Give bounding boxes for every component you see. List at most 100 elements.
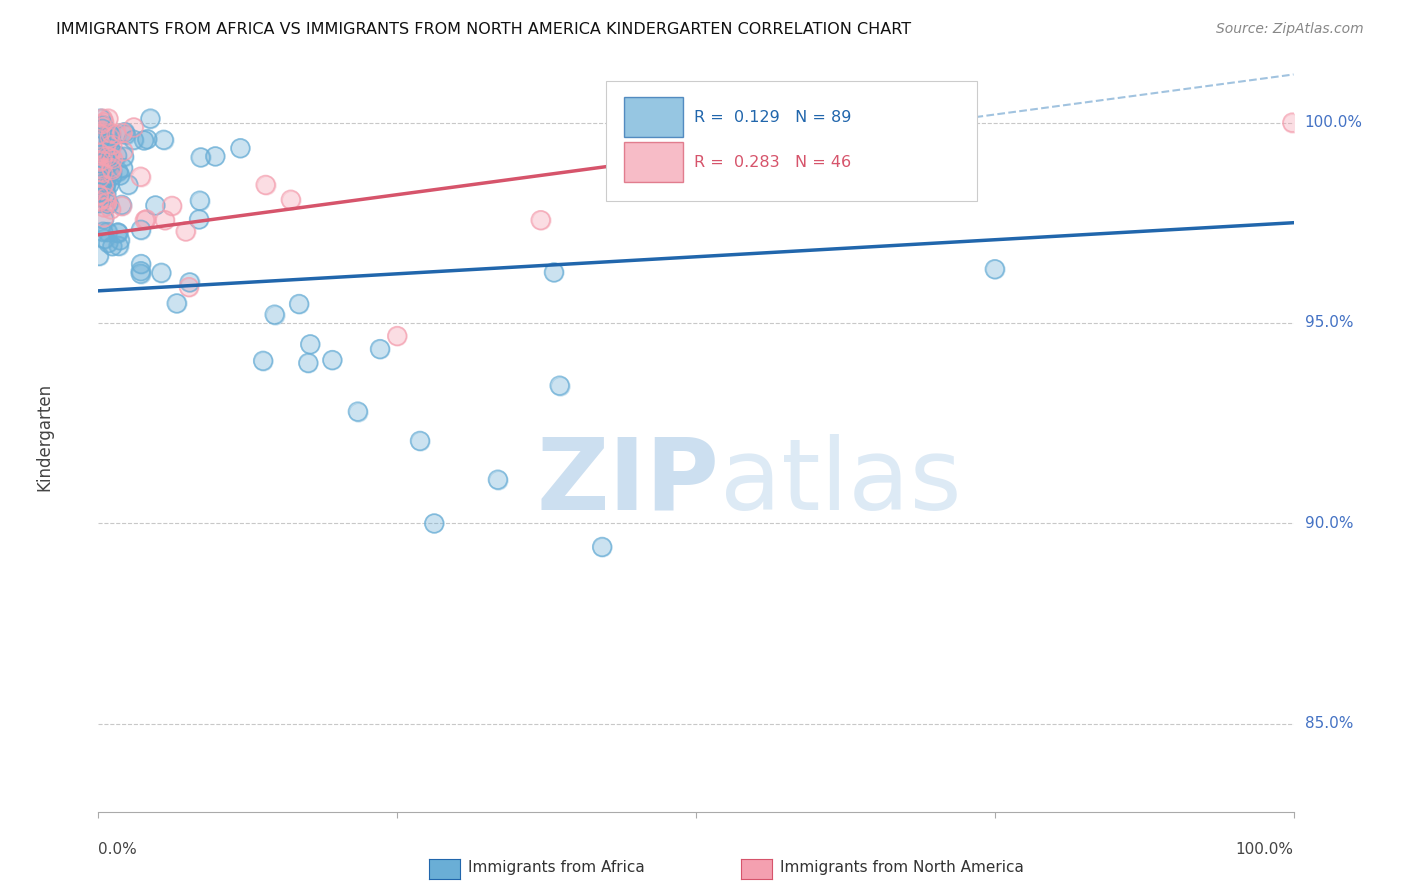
Point <box>1281 115 1303 129</box>
Point <box>91 149 114 163</box>
Point <box>93 212 115 227</box>
Point <box>93 232 115 246</box>
Point <box>160 199 183 213</box>
Point <box>89 154 111 169</box>
Point <box>91 122 114 136</box>
Text: 90.0%: 90.0% <box>1305 516 1353 531</box>
Point <box>297 356 319 370</box>
Point <box>112 150 135 164</box>
Point <box>87 249 110 263</box>
Point <box>87 187 110 202</box>
Point <box>385 329 409 343</box>
Point <box>129 267 152 281</box>
Point <box>89 146 111 161</box>
Point <box>174 225 197 239</box>
Point <box>91 225 114 239</box>
Point <box>263 308 285 322</box>
Point <box>111 198 134 212</box>
Point <box>229 141 252 155</box>
Point <box>97 129 120 144</box>
Point <box>97 197 120 211</box>
Point <box>112 145 135 159</box>
Point <box>150 266 173 280</box>
Point <box>112 150 135 164</box>
Point <box>111 126 134 140</box>
Point <box>105 128 128 142</box>
Point <box>90 112 112 126</box>
Point <box>90 177 112 191</box>
Point <box>129 223 152 237</box>
Point <box>134 213 156 227</box>
Point <box>89 154 111 169</box>
Point <box>90 112 112 126</box>
Point <box>98 178 121 192</box>
Point <box>112 145 135 159</box>
Point <box>97 197 120 211</box>
Point <box>93 178 115 193</box>
Point <box>190 151 212 165</box>
Point <box>90 150 112 164</box>
Point <box>107 239 129 253</box>
Text: ZIP: ZIP <box>537 434 720 531</box>
Point <box>152 133 174 147</box>
Point <box>91 122 114 136</box>
Point <box>111 198 134 212</box>
Point <box>89 194 111 209</box>
Point <box>90 130 112 145</box>
Point <box>122 133 145 147</box>
Point <box>100 126 122 140</box>
Point <box>97 112 120 126</box>
Point <box>136 132 159 146</box>
Point <box>132 133 155 147</box>
Point <box>107 239 129 253</box>
Point <box>368 342 391 356</box>
Point <box>117 178 139 192</box>
Point <box>321 353 343 368</box>
Text: R =  0.129   N = 89: R = 0.129 N = 89 <box>693 110 851 125</box>
Point <box>263 308 285 322</box>
Point <box>190 151 212 165</box>
Point <box>423 516 446 531</box>
Point <box>135 212 157 227</box>
Point <box>96 225 118 239</box>
Point <box>409 434 432 448</box>
Point <box>150 266 173 280</box>
Point <box>129 267 152 281</box>
Point <box>368 342 391 356</box>
Point <box>139 112 162 126</box>
Point <box>93 201 115 215</box>
Point <box>174 225 197 239</box>
Point <box>94 177 117 191</box>
Point <box>177 280 200 294</box>
Point <box>87 187 110 202</box>
Point <box>101 137 124 152</box>
Point <box>97 235 120 250</box>
Point <box>100 202 122 217</box>
Point <box>486 473 509 487</box>
Point <box>409 434 432 448</box>
Point <box>89 165 111 179</box>
Point <box>107 226 129 240</box>
Point <box>252 353 274 368</box>
Point <box>93 201 115 215</box>
Point <box>108 169 131 183</box>
Point <box>179 276 201 290</box>
Point <box>89 170 111 185</box>
Text: 85.0%: 85.0% <box>1305 716 1353 731</box>
Point <box>89 162 111 177</box>
Point <box>98 151 121 165</box>
Text: atlas: atlas <box>720 434 962 531</box>
Point <box>105 128 128 142</box>
Point <box>91 172 114 186</box>
Point <box>188 212 211 227</box>
Point <box>129 223 152 237</box>
Point <box>93 115 115 129</box>
Point <box>101 239 124 253</box>
Point <box>543 265 565 279</box>
Point <box>96 186 118 201</box>
Point <box>97 129 120 144</box>
Point <box>101 152 124 166</box>
Point <box>87 186 110 200</box>
Point <box>87 186 110 200</box>
Point <box>132 133 155 147</box>
